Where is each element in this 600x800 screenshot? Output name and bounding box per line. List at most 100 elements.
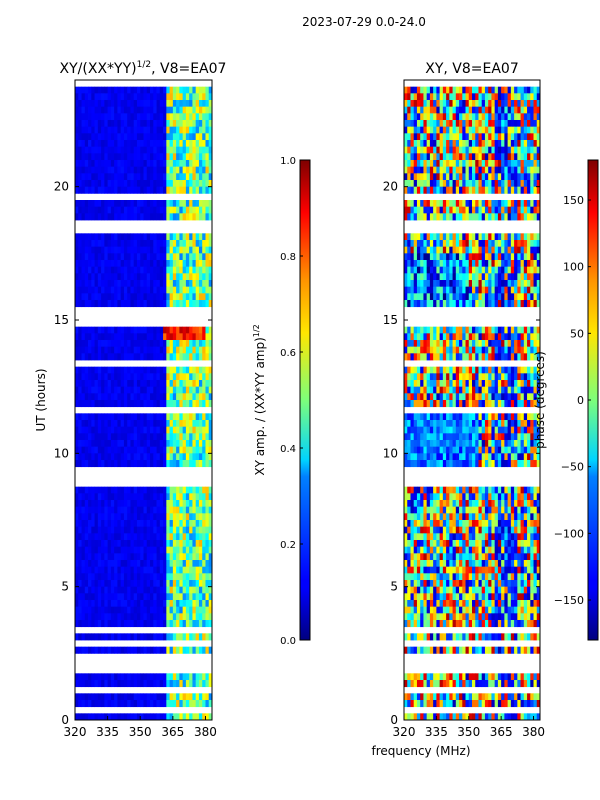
- heatmap-cell: [140, 540, 144, 548]
- heatmap-cell: [140, 173, 144, 181]
- heatmap-cell: [172, 253, 177, 261]
- heatmap-cell: [182, 180, 187, 188]
- heatmap-cell: [182, 326, 187, 334]
- heatmap-cell: [192, 173, 197, 181]
- heatmap-cell: [156, 140, 161, 148]
- heatmap-cell: [104, 206, 109, 214]
- heatmap-cell: [159, 186, 164, 194]
- heatmap-cell: [117, 240, 122, 248]
- heatmap-cell: [404, 120, 408, 128]
- heatmap-cell: [475, 173, 479, 181]
- heatmap-cell: [153, 133, 157, 141]
- heatmap-cell: [179, 673, 184, 681]
- heatmap-cell: [133, 506, 138, 514]
- heatmap-cell: [117, 100, 122, 108]
- heatmap-cell: [136, 553, 141, 561]
- heatmap-cell: [423, 100, 428, 108]
- heatmap-cell: [146, 700, 151, 708]
- heatmap-cell: [478, 206, 483, 214]
- heatmap-cell: [104, 160, 109, 168]
- heatmap-cell: [404, 100, 408, 108]
- heatmap-cell: [117, 700, 122, 708]
- heatmap-cell: [136, 113, 141, 121]
- heatmap-cell: [413, 233, 418, 241]
- heatmap-cell: [202, 266, 206, 274]
- heatmap-cell: [208, 700, 213, 708]
- heatmap-cell: [107, 153, 112, 161]
- heatmap-cell: [88, 240, 92, 248]
- heatmap-cell: [179, 526, 184, 534]
- heatmap-cell: [481, 206, 486, 214]
- heatmap-cell: [127, 513, 131, 521]
- heatmap-cell: [192, 673, 197, 681]
- heatmap-cell: [150, 93, 154, 101]
- heatmap-cell: [413, 253, 418, 261]
- heatmap-cell: [413, 393, 418, 401]
- heatmap-cell: [426, 120, 431, 128]
- heatmap-cell: [465, 160, 470, 168]
- heatmap-cell: [426, 286, 431, 294]
- heatmap-cell: [416, 173, 421, 181]
- heatmap-cell: [475, 346, 479, 354]
- heatmap-cell: [468, 140, 473, 148]
- heatmap-cell: [494, 393, 499, 401]
- heatmap-cell: [530, 120, 534, 128]
- heatmap-cell: [143, 333, 148, 341]
- heatmap-cell: [423, 260, 428, 268]
- heatmap-cell: [488, 393, 492, 401]
- heatmap-cell: [530, 200, 534, 208]
- heatmap-cell: [156, 693, 161, 701]
- heatmap-cell: [123, 540, 128, 548]
- heatmap-cell: [517, 293, 521, 301]
- heatmap-cell: [179, 246, 184, 254]
- heatmap-cell: [198, 353, 203, 361]
- heatmap-cell: [143, 160, 148, 168]
- heatmap-cell: [78, 120, 82, 128]
- heatmap-cell: [459, 153, 463, 161]
- heatmap-cell: [202, 173, 206, 181]
- heatmap-cell: [198, 586, 203, 594]
- heatmap-cell: [107, 600, 112, 608]
- heatmap-cell: [123, 106, 128, 114]
- heatmap-cell: [514, 100, 518, 108]
- heatmap-cell: [179, 420, 184, 428]
- heatmap-cell: [407, 386, 411, 394]
- heatmap-cell: [433, 106, 437, 114]
- heatmap-cell: [475, 340, 479, 348]
- heatmap-cell: [182, 380, 187, 388]
- heatmap-cell: [140, 266, 144, 274]
- heatmap-cell: [536, 273, 541, 281]
- heatmap-cell: [189, 693, 193, 701]
- heatmap-cell: [159, 140, 164, 148]
- heatmap-cell: [130, 620, 135, 628]
- heatmap-cell: [202, 646, 206, 654]
- heatmap-cell: [520, 293, 525, 301]
- heatmap-cell: [169, 580, 174, 588]
- heatmap-cell: [530, 386, 534, 394]
- heatmap-cell: [507, 326, 512, 334]
- heatmap-cell: [81, 146, 86, 154]
- heatmap-cell: [172, 200, 177, 208]
- heatmap-cell: [107, 266, 112, 274]
- heatmap-cell: [94, 633, 99, 641]
- heatmap-cell: [459, 160, 463, 168]
- heatmap-cell: [468, 346, 473, 354]
- heatmap-cell: [104, 200, 109, 208]
- heatmap-cell: [420, 133, 424, 141]
- heatmap-cell: [494, 293, 499, 301]
- heatmap-cell: [94, 460, 99, 468]
- heatmap-cell: [446, 346, 450, 354]
- heatmap-cell: [107, 113, 112, 121]
- heatmap-cell: [81, 113, 86, 121]
- heatmap-cell: [91, 420, 95, 428]
- heatmap-cell: [127, 160, 131, 168]
- heatmap-cell: [468, 373, 473, 381]
- heatmap-cell: [407, 93, 411, 101]
- heatmap-cell: [81, 340, 86, 348]
- heatmap-cell: [413, 346, 418, 354]
- heatmap-cell: [163, 673, 167, 681]
- heatmap-cell: [185, 380, 190, 388]
- heatmap-cell: [195, 680, 200, 688]
- heatmap-cell: [198, 300, 203, 308]
- heatmap-cell: [189, 553, 193, 561]
